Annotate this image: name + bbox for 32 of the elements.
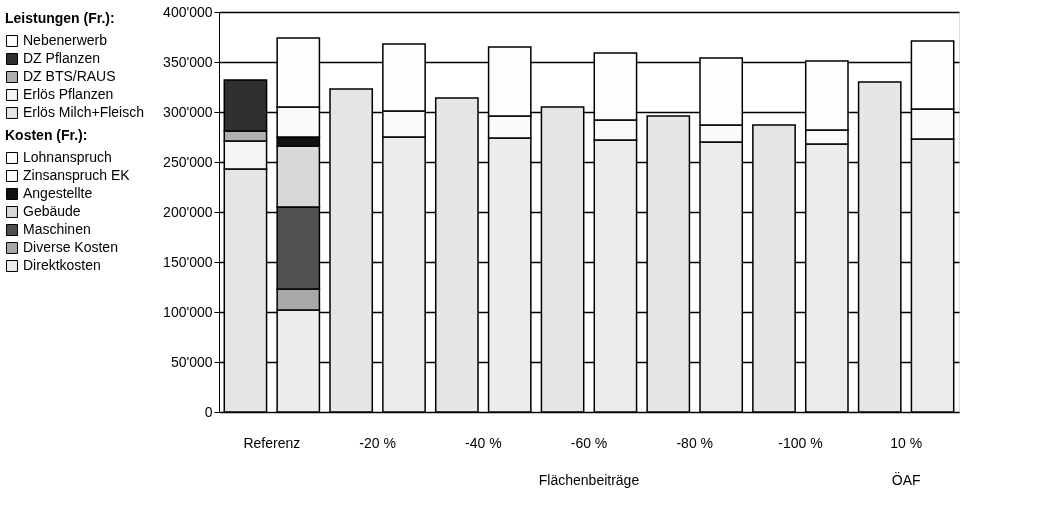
- x-tick-label: -20 %: [359, 434, 396, 451]
- legend-label: Angestellte: [23, 185, 93, 201]
- y-tick-label: 0: [204, 403, 213, 420]
- x-tick-label: -40 %: [465, 434, 502, 451]
- x-tick-label: 10 %: [890, 434, 923, 451]
- legend-label: Nebenerwerb: [23, 32, 108, 48]
- y-tick-label: 50'000: [170, 353, 213, 370]
- x-tick-label: -100 %: [778, 434, 823, 451]
- y-tick-label: 350'000: [163, 53, 213, 70]
- text: Flächenbeiträge: [538, 472, 640, 488]
- x-tick-label: -60 %: [570, 434, 608, 451]
- y-tick-label: 200'000: [163, 203, 213, 220]
- legend-label: Direktkosten: [23, 257, 101, 273]
- legend-label: Erlös Pflanzen: [23, 86, 114, 102]
- legend-label: DZ Pflanzen: [23, 50, 101, 66]
- legend-label: Diverse Kosten: [23, 239, 118, 255]
- y-tick-label: 300'000: [163, 103, 213, 120]
- x-tick-label: Referenz: [243, 434, 301, 451]
- y-tick-label: 400'000: [163, 3, 213, 20]
- legend-label: DZ BTS/RAUS: [23, 68, 116, 84]
- legend-label: Gebäude: [23, 203, 81, 219]
- legend-label: Maschinen: [23, 221, 91, 237]
- y-tick-label: 150'000: [163, 253, 213, 270]
- text: ÖAF: [891, 471, 921, 488]
- legend-label: Zinsanspruch EK: [23, 167, 131, 183]
- x-tick-label: -80 %: [676, 434, 713, 451]
- y-tick-label: 250'000: [163, 153, 213, 170]
- text: Kosten (Fr.):: [5, 127, 88, 143]
- legend-label: Lohnanspruch: [23, 149, 112, 165]
- legend-label: Erlös Milch+Fleisch: [23, 104, 144, 120]
- y-tick-label: 100'000: [163, 303, 213, 320]
- text: Leistungen (Fr.):: [5, 10, 115, 26]
